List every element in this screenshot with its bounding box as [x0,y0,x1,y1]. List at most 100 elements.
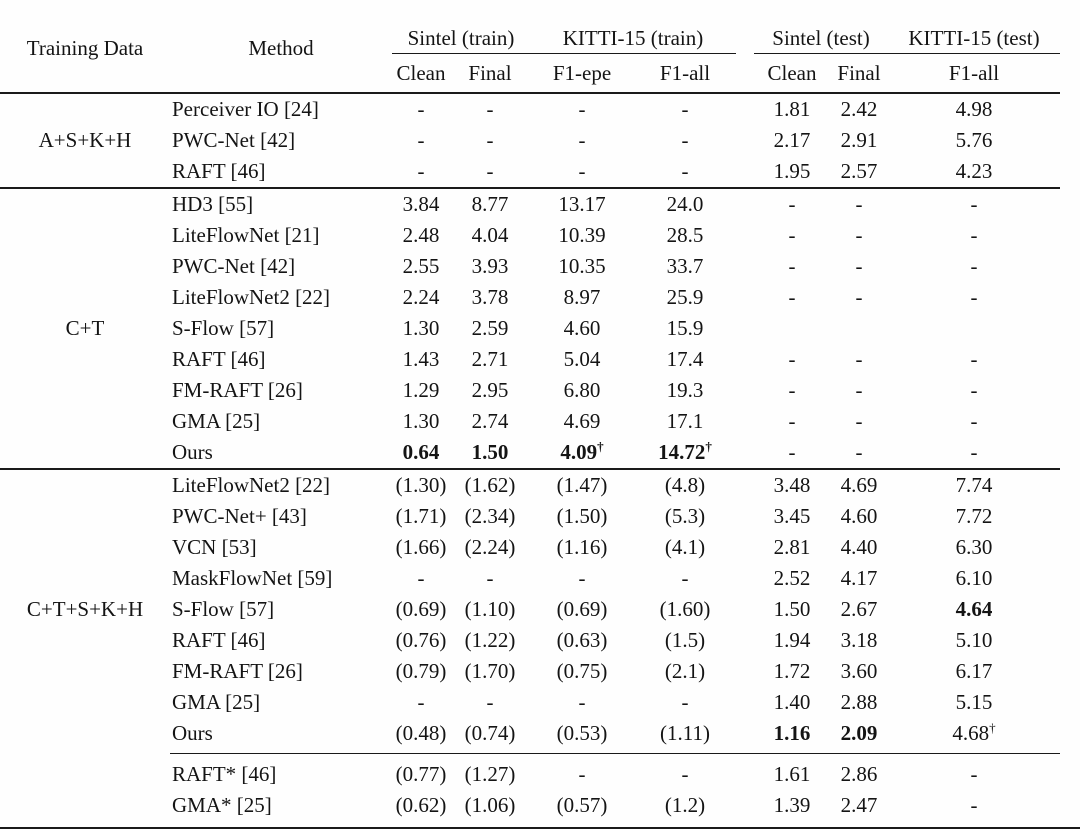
value-cell: 3.78 [471,285,509,309]
group-header-kitti-test: KITTI-15 (test) [888,26,1060,54]
value-cell: (0.48) [395,721,447,745]
value-cell: 25.9 [666,285,704,309]
value-cell: 4.69 [563,409,601,433]
value-cell: 4.09† [560,439,604,464]
value-cell: (0.63) [556,628,608,652]
value-cell: 1.16 [773,721,811,745]
value-cell: (0.79) [395,659,447,683]
table-row: GMA [25] 1.30 2.74 4.69 17.1 - - - [170,406,1060,437]
value-cell: (1.70) [464,659,516,683]
value-cell: 17.1 [666,409,704,433]
method-cell: LiteFlowNet2 [22] [172,285,331,309]
value-cell: 2.48 [402,223,440,247]
table-sections: A+S+K+H Perceiver IO [24] - - - - 1.81 2.42 4.98… [0,94,1060,821]
table-row: LiteFlowNet [21] 2.48 4.04 10.39 28.5 - - - [170,220,1060,251]
value-cell: (2.1) [664,659,706,683]
sub-header-final-test: Final [837,60,881,85]
table-row: VCN [53] (1.66) (2.24) (1.16) (4.1) 2.81 4.40 6… [170,532,1060,563]
value-cell: 4.40 [840,535,878,559]
value-cell: 2.42 [840,97,878,121]
value-cell: (0.69) [556,597,608,621]
value-cell: - [970,762,978,786]
value-cell: 1.39 [773,793,811,817]
value-cell: 6.30 [955,535,993,559]
value-cell: 6.10 [955,566,993,590]
value-cell: (1.2) [664,793,706,817]
value-cell: 6.17 [955,659,993,683]
value-cell: - [970,378,978,402]
value-cell: 2.74 [471,409,509,433]
value-cell: (1.62) [464,473,516,497]
method-cell: PWC-Net+ [43] [172,504,307,528]
value-cell: 8.97 [563,285,601,309]
value-cell: 5.04 [563,347,601,371]
sub-header-f1epe: F1-epe [552,60,612,85]
value-cell: (1.71) [395,504,447,528]
training-data-label: C+T+S+K+H [26,597,144,621]
dagger-mark: † [705,439,712,454]
value-cell: - [681,128,689,152]
value-cell: 0.64 [402,440,440,464]
table-row: GMA* [25] (0.62) (1.06) (0.57) (1.2) 1.39 2.47… [170,790,1060,821]
table-row: RAFT [46] 1.43 2.71 5.04 17.4 - - - [170,344,1060,375]
value-cell: 1.40 [773,690,811,714]
table-section: A+S+K+H Perceiver IO [24] - - - - 1.81 2.42 4.98… [0,94,1060,189]
method-cell: GMA* [25] [172,793,272,817]
value-cell: 4.04 [471,223,509,247]
value-cell: (0.77) [395,762,447,786]
value-cell: (1.50) [556,504,608,528]
table-row: Ours 0.64 1.50 4.09† 14.72† - - - [170,437,1060,468]
training-data-label: C+T [65,316,105,340]
value-cell: 1.94 [773,628,811,652]
value-cell: 2.47 [840,793,878,817]
value-cell: 10.35 [558,254,606,278]
value-cell: 10.39 [558,223,606,247]
table-section: C+T+S+K+H LiteFlowNet2 [22] (1.30) (1.62) (1… [0,470,1060,749]
value-cell: - [681,97,689,121]
value-cell: 7.72 [955,504,993,528]
value-cell: 28.5 [666,223,704,247]
value-cell: - [788,285,796,309]
table-section: RAFT* [46] (0.77) (1.27) - -1.61 2.86- GMA* [2… [0,749,1060,821]
value-cell: 1.43 [402,347,440,371]
sub-header-final-train: Final [468,60,512,85]
table-row: RAFT [46] (0.76) (1.22) (0.63) (1.5) 1.94 3.18… [170,625,1060,656]
method-cell: Ours [172,721,213,745]
method-cell: PWC-Net [42] [172,128,296,152]
method-cell: Perceiver IO [24] [172,97,319,121]
value-cell: 3.45 [773,504,811,528]
value-cell: 4.69 [840,473,878,497]
table-row: MaskFlowNet [59] - - - - 2.52 4.17 6.10 [170,563,1060,594]
section-rows: LiteFlowNet2 [22] (1.30) (1.62) (1.47) (4.8)… [170,470,1060,749]
value-cell: 2.67 [840,597,878,621]
value-cell: - [970,440,978,464]
table-row: HD3 [55] 3.84 8.77 13.17 24.0 - - - [170,189,1060,220]
method-cell: VCN [53] [172,535,257,559]
table-row: PWC-Net [42] 2.55 3.93 10.35 33.7 - - - [170,251,1060,282]
value-cell: - [486,690,494,714]
value-cell: (4.8) [664,473,706,497]
value-cell: 1.50 [471,440,509,464]
value-cell: 1.61 [773,762,811,786]
value-cell: - [855,223,863,247]
sub-header-clean-test: Clean [767,60,817,85]
value-cell: 2.88 [840,690,878,714]
value-cell: 15.9 [666,316,704,340]
table-row: LiteFlowNet2 [22] 2.24 3.78 8.97 25.9 - - - [170,282,1060,313]
value-cell: - [578,97,586,121]
value-cell: (1.47) [556,473,608,497]
value-cell: (1.11) [660,721,710,745]
value-cell: 5.15 [955,690,993,714]
value-cell: 2.17 [773,128,811,152]
value-cell: 2.57 [840,159,878,183]
method-cell: PWC-Net [42] [172,254,296,278]
value-cell: - [855,409,863,433]
value-cell: - [788,347,796,371]
value-cell: 1.50 [773,597,811,621]
value-cell: - [486,128,494,152]
method-cell: S-Flow [57] [172,597,275,621]
table-row: RAFT* [46] (0.77) (1.27) - - 1.61 2.86 - [170,759,1060,790]
value-cell: 2.71 [471,347,509,371]
value-cell: - [417,159,425,183]
value-cell: 33.7 [666,254,704,278]
